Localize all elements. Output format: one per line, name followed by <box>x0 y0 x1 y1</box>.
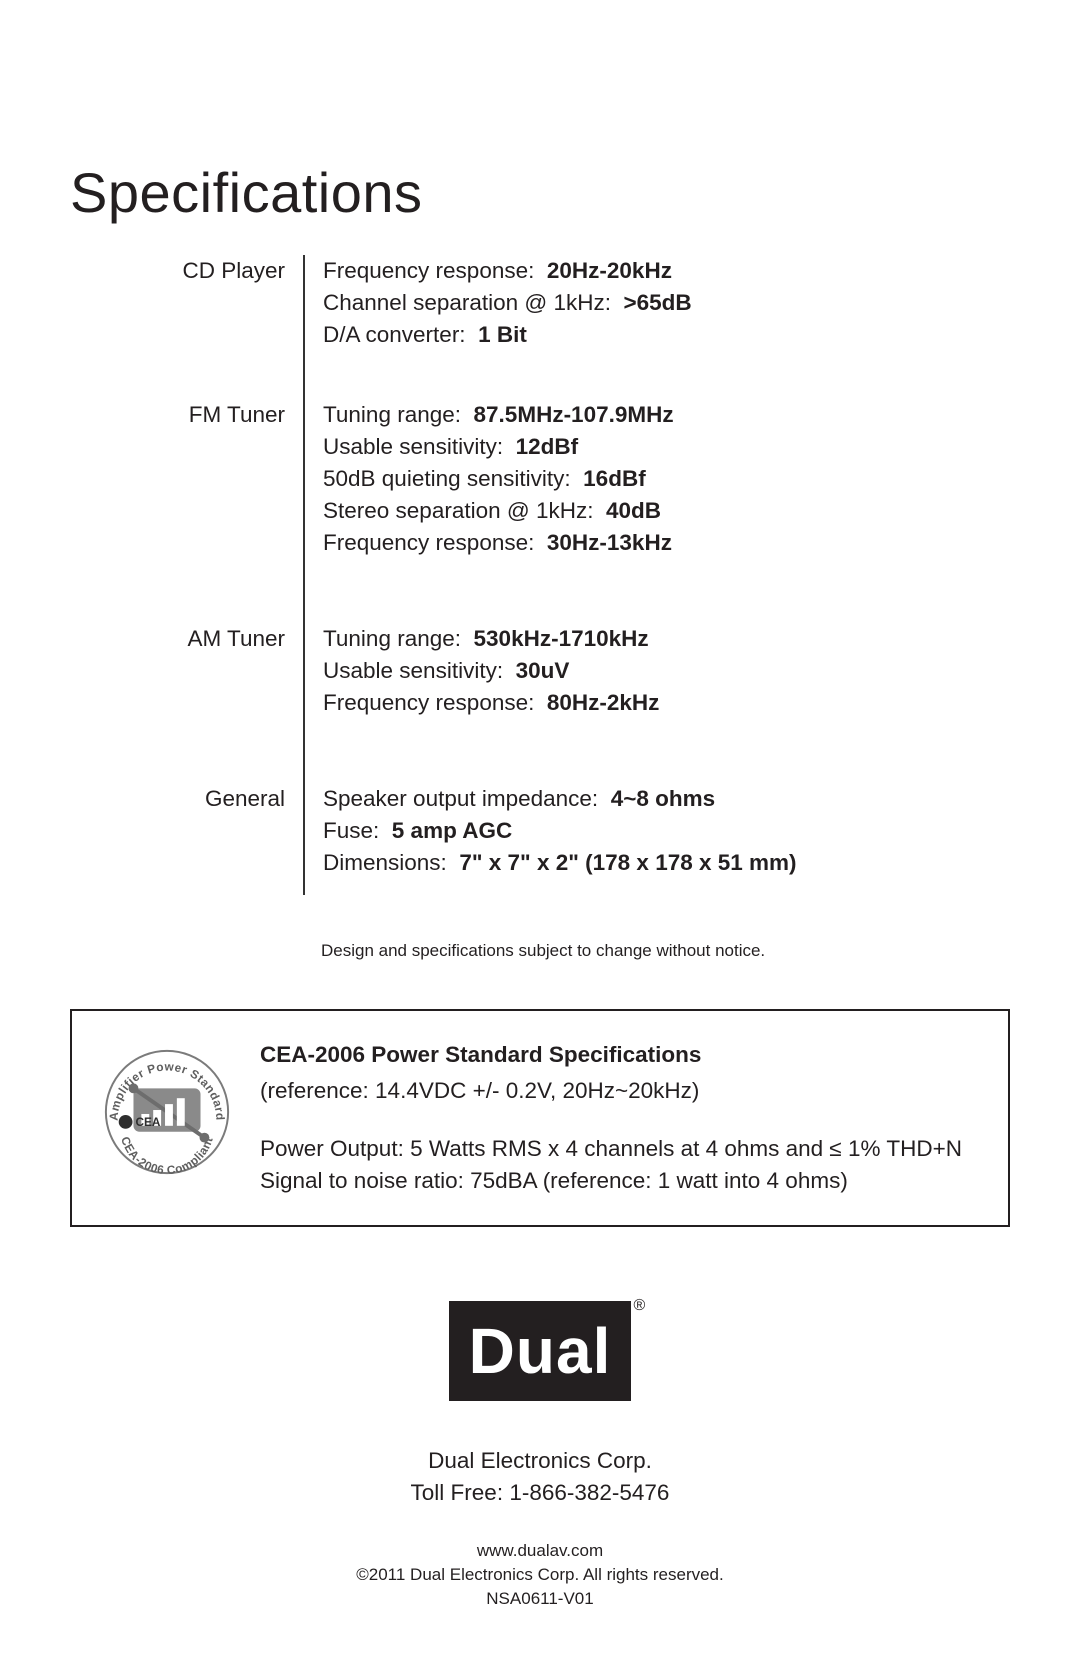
disclaimer-text: Design and specifications subject to cha… <box>303 941 1010 961</box>
brand-block: Dual ® Dual Electronics Corp. Toll Free:… <box>70 1301 1010 1611</box>
spec-table: CD Player FM Tuner AM Tuner General Freq… <box>70 255 1010 895</box>
copyright-line: ©2011 Dual Electronics Corp. All rights … <box>70 1563 1010 1587</box>
spec-row: Tuning range: 87.5MHz-107.9MHz <box>323 399 1010 431</box>
spec-row: Stereo separation @ 1kHz: 40dB <box>323 495 1010 527</box>
spec-row: Dimensions: 7" x 7" x 2" (178 x 178 x 51… <box>323 847 1010 879</box>
power-text-block: CEA-2006 Power Standard Specifications (… <box>260 1039 982 1197</box>
section-label: General <box>70 783 285 815</box>
power-snr-line: Signal to noise ratio: 75dBA (reference:… <box>260 1165 982 1197</box>
spec-values-column: Frequency response: 20Hz-20kHz Channel s… <box>305 255 1010 895</box>
doc-number: NSA0611-V01 <box>70 1587 1010 1611</box>
section-label: FM Tuner <box>70 399 285 431</box>
toll-free: Toll Free: 1-866-382-5476 <box>70 1477 1010 1509</box>
power-reference: (reference: 14.4VDC +/- 0.2V, 20Hz~20kHz… <box>260 1075 982 1107</box>
power-title: CEA-2006 Power Standard Specifications <box>260 1039 982 1071</box>
spec-row: Usable sensitivity: 30uV <box>323 655 1010 687</box>
spec-row: Frequency response: 80Hz-2kHz <box>323 687 1010 719</box>
brand-logo: Dual <box>449 1301 632 1401</box>
spec-row: 50dB quieting sensitivity: 16dBf <box>323 463 1010 495</box>
spec-labels-column: CD Player FM Tuner AM Tuner General <box>70 255 303 895</box>
registered-mark-icon: ® <box>634 1297 646 1315</box>
spec-row: D/A converter: 1 Bit <box>323 319 1010 351</box>
spec-row: Speaker output impedance: 4~8 ohms <box>323 783 1010 815</box>
spec-row: Frequency response: 20Hz-20kHz <box>323 255 1010 287</box>
badge-cea-text: CEA <box>135 1115 160 1129</box>
power-standard-box: Amplifier Power Standard CEA-2006 Compli… <box>70 1009 1010 1227</box>
spec-row: Channel separation @ 1kHz: >65dB <box>323 287 1010 319</box>
page-title: Specifications <box>70 160 1010 225</box>
spec-row: Tuning range: 530kHz-1710kHz <box>323 623 1010 655</box>
spec-row: Fuse: 5 amp AGC <box>323 815 1010 847</box>
spec-row: Frequency response: 30Hz-13kHz <box>323 527 1010 559</box>
cea-badge-icon: Amplifier Power Standard CEA-2006 Compli… <box>98 1043 236 1181</box>
spec-row: Usable sensitivity: 12dBf <box>323 431 1010 463</box>
power-output-line: Power Output: 5 Watts RMS x 4 channels a… <box>260 1133 982 1165</box>
section-label: CD Player <box>70 255 285 287</box>
corp-name: Dual Electronics Corp. <box>70 1445 1010 1477</box>
brand-url: www.dualav.com <box>70 1539 1010 1563</box>
section-label: AM Tuner <box>70 623 285 655</box>
page: Specifications CD Player FM Tuner AM Tun… <box>0 0 1080 1669</box>
